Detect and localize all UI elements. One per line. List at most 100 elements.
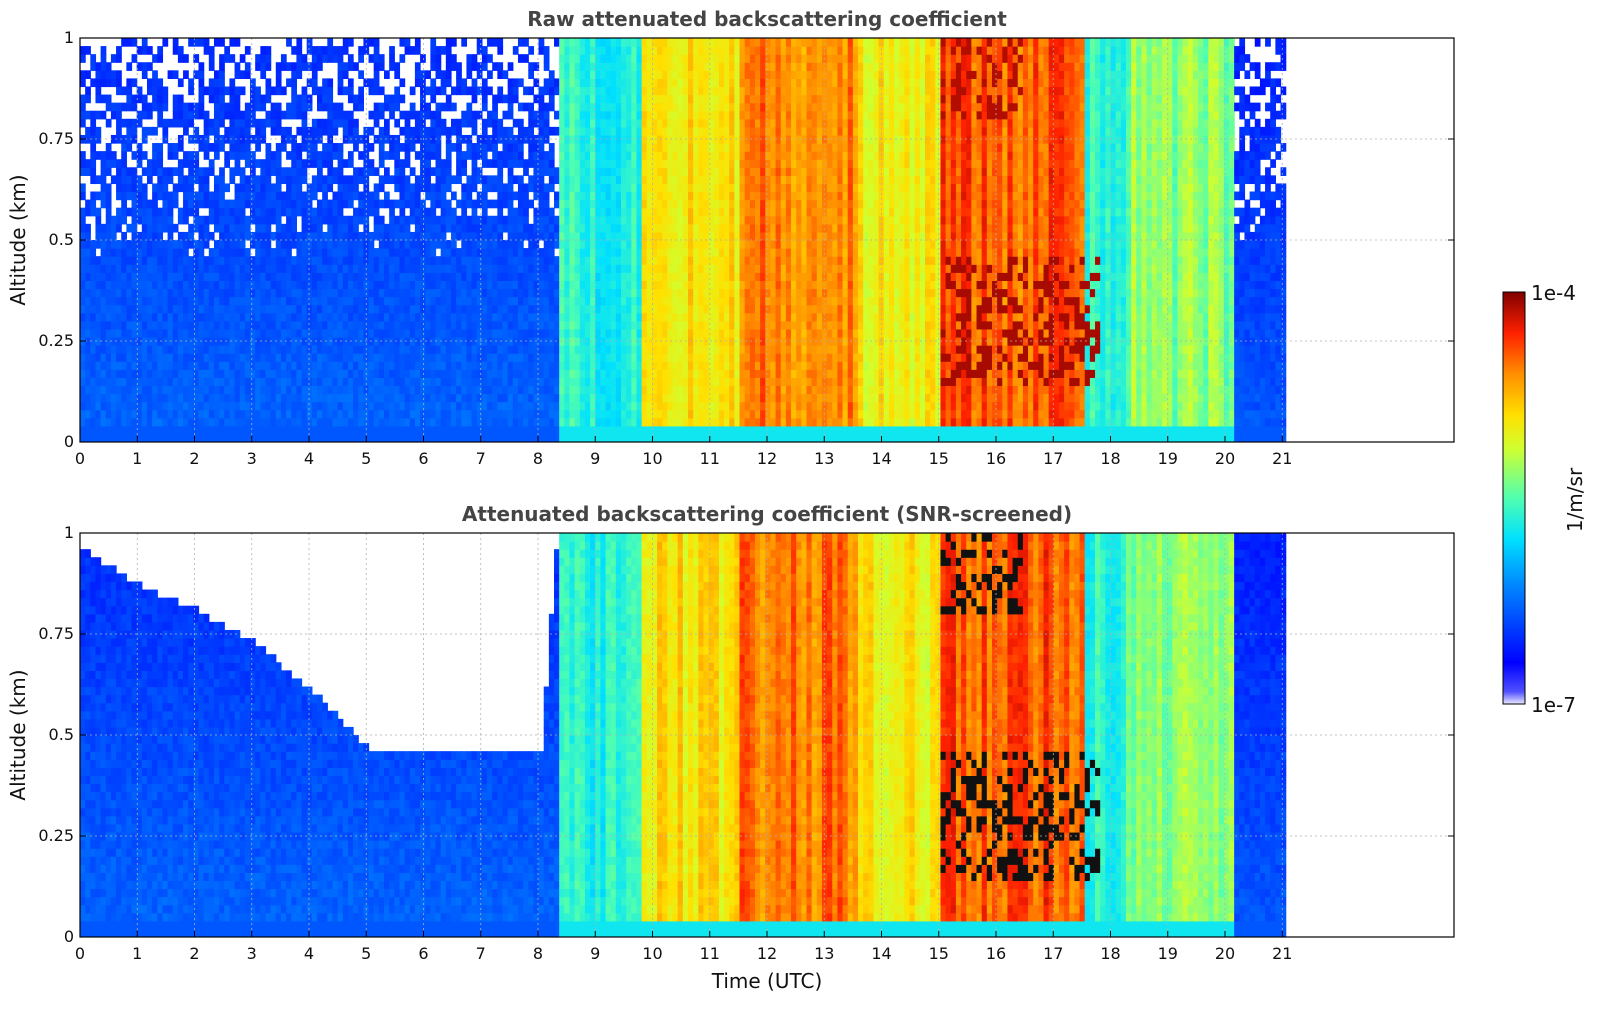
heatmap-cell	[456, 417, 462, 427]
heatmap-cell	[213, 223, 220, 233]
heatmap-cell	[543, 215, 550, 225]
heatmap-cell	[255, 272, 261, 281]
heatmap-cell	[177, 280, 184, 290]
heatmap-cell	[445, 336, 452, 346]
heatmap-cell	[399, 264, 406, 273]
heatmap-cell	[146, 248, 153, 257]
heatmap-cell	[322, 425, 328, 435]
heatmap-cell	[224, 433, 231, 442]
heatmap-cell	[662, 199, 668, 209]
heatmap-cell	[90, 110, 97, 120]
heatmap-cell	[146, 320, 153, 330]
heatmap-cell	[584, 126, 591, 136]
heatmap-cell	[193, 304, 200, 314]
heatmap-cell	[564, 207, 571, 217]
heatmap-cell	[615, 86, 622, 96]
heatmap-cell	[621, 353, 627, 362]
heatmap-cell	[136, 377, 143, 387]
heatmap-cell	[507, 296, 514, 306]
heatmap-cell	[188, 409, 194, 419]
heatmap-cell	[610, 240, 617, 249]
heatmap-cell	[100, 336, 107, 346]
heatmap-cell	[239, 248, 246, 257]
heatmap-cell	[481, 320, 488, 330]
heatmap-cell	[450, 207, 457, 217]
heatmap-cell	[152, 248, 158, 257]
heatmap-cell	[497, 183, 504, 193]
heatmap-cell	[471, 78, 478, 88]
heatmap-cell	[208, 143, 215, 152]
heatmap-cell	[90, 151, 97, 160]
heatmap-cell	[646, 62, 653, 71]
heatmap-cell	[100, 175, 107, 185]
heatmap-cell	[239, 361, 246, 370]
heatmap-cell	[198, 417, 205, 427]
heatmap-cell	[590, 183, 596, 193]
heatmap-cell	[548, 256, 555, 265]
heatmap-cell	[260, 417, 267, 427]
heatmap-cell	[590, 401, 596, 411]
heatmap-cell	[110, 110, 117, 120]
heatmap-cell	[162, 409, 169, 419]
heatmap-cell	[342, 377, 349, 387]
heatmap-cell	[80, 385, 86, 395]
heatmap-cell	[615, 110, 622, 120]
heatmap-cell	[445, 401, 452, 411]
heatmap-cell	[574, 54, 581, 63]
heatmap-cell	[193, 167, 200, 176]
heatmap-cell	[90, 361, 97, 370]
heatmap-cell	[471, 207, 478, 217]
heatmap-cell	[584, 304, 591, 314]
heatmap-cell	[621, 183, 627, 193]
heatmap-cell	[368, 296, 375, 306]
heatmap-cell	[301, 264, 308, 273]
heatmap-cell	[631, 199, 638, 209]
heatmap-cell	[317, 345, 323, 354]
heatmap-cell	[399, 353, 406, 362]
heatmap-cell	[610, 207, 617, 217]
heatmap-cell	[394, 272, 401, 281]
heatmap-cell	[327, 86, 334, 96]
heatmap-cell	[559, 126, 565, 136]
heatmap-cell	[569, 167, 576, 176]
heatmap-cell	[363, 312, 370, 322]
heatmap-cell	[389, 143, 395, 152]
heatmap-cell	[193, 102, 200, 112]
heatmap-cell	[337, 231, 344, 241]
heatmap-cell	[636, 320, 643, 330]
heatmap-cell	[363, 143, 370, 152]
heatmap-cell	[121, 353, 127, 362]
heatmap-cell	[244, 409, 251, 419]
heatmap-cell	[327, 143, 334, 152]
heatmap-cell	[317, 336, 323, 346]
heatmap-cell	[471, 256, 478, 265]
heatmap-cell	[208, 328, 215, 338]
heatmap-cell	[523, 433, 529, 442]
heatmap-cell	[250, 167, 256, 176]
heatmap-cell	[409, 102, 416, 112]
heatmap-cell	[322, 207, 328, 217]
heatmap-cell	[280, 385, 287, 395]
heatmap-cell	[306, 385, 313, 395]
heatmap-cell	[265, 78, 272, 88]
heatmap-cell	[157, 320, 164, 330]
heatmap-cell	[456, 199, 462, 209]
heatmap-cell	[378, 369, 385, 378]
heatmap-cell	[584, 401, 591, 411]
heatmap-cell	[301, 345, 308, 354]
heatmap-cell	[543, 110, 550, 120]
heatmap-cell	[100, 183, 107, 193]
heatmap-cell	[162, 353, 169, 362]
heatmap-cell	[512, 409, 519, 419]
heatmap-cell	[95, 296, 102, 306]
heatmap-cell	[306, 191, 313, 201]
heatmap-cell	[543, 118, 550, 128]
heatmap-cell	[579, 54, 586, 63]
heatmap-cell	[636, 433, 643, 442]
heatmap-cell	[213, 38, 220, 47]
heatmap-cell	[368, 385, 375, 395]
heatmap-cell	[590, 38, 596, 47]
heatmap-cell	[667, 248, 674, 257]
heatmap-cell	[605, 361, 612, 370]
heatmap-cell	[590, 353, 596, 362]
